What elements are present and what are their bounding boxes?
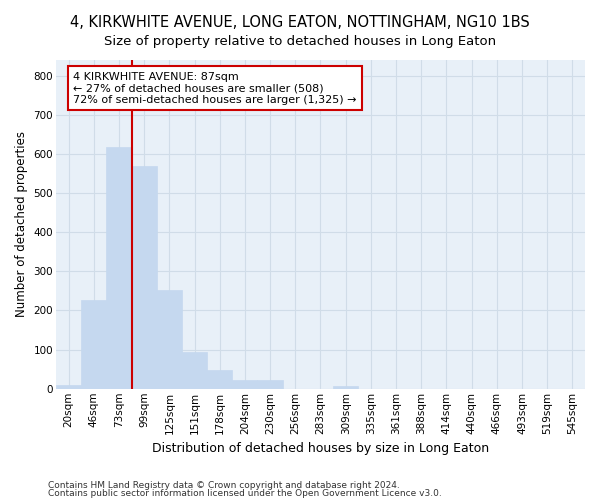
Text: Size of property relative to detached houses in Long Eaton: Size of property relative to detached ho… (104, 35, 496, 48)
Bar (257, 380, 283, 389)
Bar (333, 386, 358, 389)
Text: Contains public sector information licensed under the Open Government Licence v3: Contains public sector information licen… (48, 489, 442, 498)
X-axis label: Distribution of detached houses by size in Long Eaton: Distribution of detached houses by size … (152, 442, 489, 455)
Text: 4, KIRKWHITE AVENUE, LONG EATON, NOTTINGHAM, NG10 1BS: 4, KIRKWHITE AVENUE, LONG EATON, NOTTING… (70, 15, 530, 30)
Bar (106, 147, 131, 389)
Bar (232, 380, 257, 389)
Y-axis label: Number of detached properties: Number of detached properties (15, 132, 28, 318)
Bar (81, 300, 106, 389)
Text: Contains HM Land Registry data © Crown copyright and database right 2024.: Contains HM Land Registry data © Crown c… (48, 480, 400, 490)
Text: 4 KIRKWHITE AVENUE: 87sqm
← 27% of detached houses are smaller (508)
72% of semi: 4 KIRKWHITE AVENUE: 87sqm ← 27% of detac… (73, 72, 356, 105)
Bar (157, 290, 182, 389)
Bar (207, 370, 232, 389)
Bar (182, 352, 207, 389)
Bar (56, 385, 81, 389)
Bar (131, 166, 157, 389)
